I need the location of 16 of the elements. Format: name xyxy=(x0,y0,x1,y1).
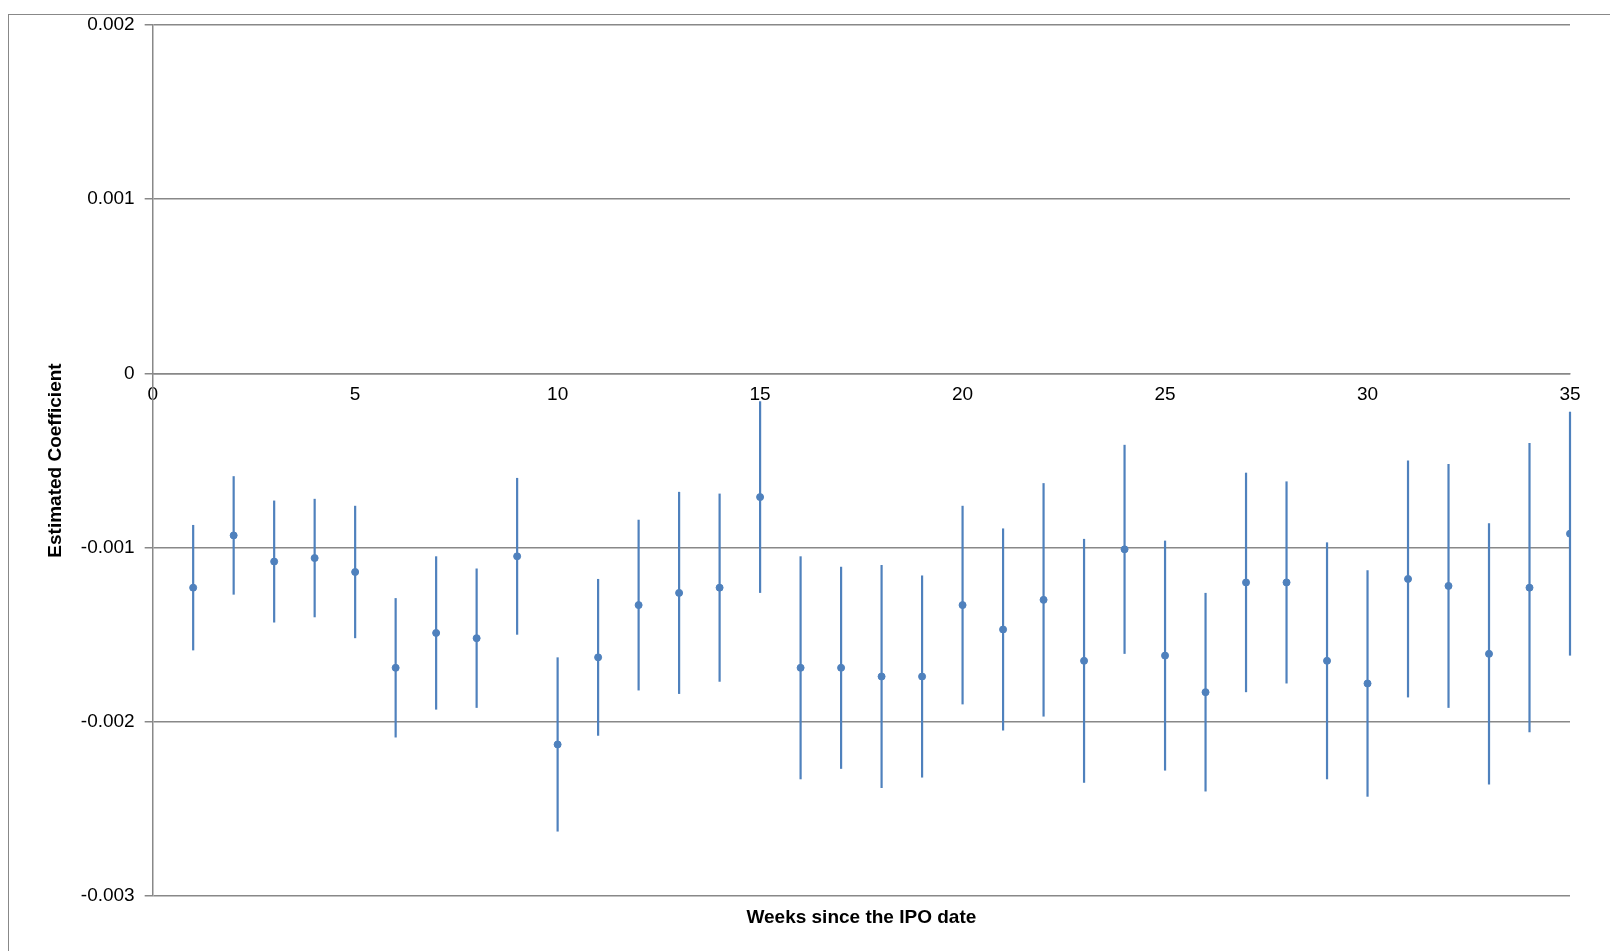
x-tick-label: 35 xyxy=(1559,383,1581,405)
x-tick-label: 30 xyxy=(1356,383,1379,405)
x-tick-label: 10 xyxy=(547,383,569,405)
x-tick-label: 5 xyxy=(349,383,361,405)
y-tick-label: -0.002 xyxy=(80,710,135,732)
y-tick-label: 0.002 xyxy=(87,13,135,35)
x-tick-label: 15 xyxy=(749,383,771,405)
y-axis-title: Estimated Coefficient xyxy=(43,362,65,558)
y-tick-label: 0.001 xyxy=(87,187,135,209)
x-tick-label: 0 xyxy=(147,383,158,405)
y-tick-label: -0.003 xyxy=(80,884,135,906)
y-tick-label: 0 xyxy=(124,361,135,383)
x-axis-title: Weeks since the IPO date xyxy=(746,905,977,927)
x-tick-label: 20 xyxy=(952,383,974,405)
y-tick-label: -0.001 xyxy=(80,535,135,557)
x-tick-label: 25 xyxy=(1154,383,1176,405)
